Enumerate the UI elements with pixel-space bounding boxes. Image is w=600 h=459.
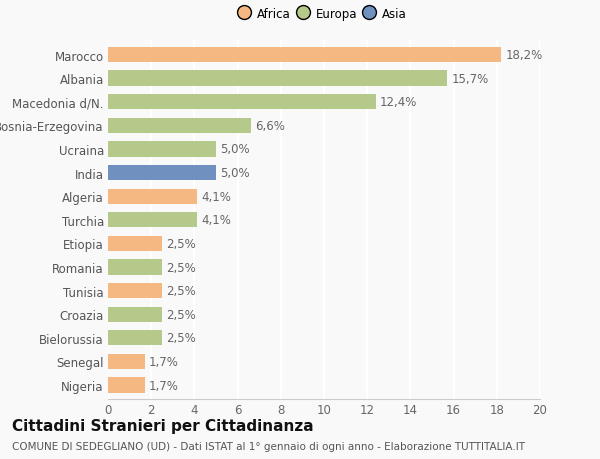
Bar — [108, 166, 216, 181]
Text: Cittadini Stranieri per Cittadinanza: Cittadini Stranieri per Cittadinanza — [12, 418, 314, 433]
Bar — [108, 213, 197, 228]
Bar — [108, 189, 197, 204]
Text: COMUNE DI SEDEGLIANO (UD) - Dati ISTAT al 1° gennaio di ogni anno - Elaborazione: COMUNE DI SEDEGLIANO (UD) - Dati ISTAT a… — [12, 441, 525, 451]
Text: 2,5%: 2,5% — [166, 237, 196, 250]
Text: 18,2%: 18,2% — [505, 49, 542, 62]
Text: 2,5%: 2,5% — [166, 261, 196, 274]
Bar — [108, 236, 162, 252]
Legend: Africa, Europa, Asia: Africa, Europa, Asia — [238, 4, 410, 24]
Bar — [108, 95, 376, 110]
Text: 2,5%: 2,5% — [166, 331, 196, 345]
Bar — [108, 330, 162, 346]
Bar — [108, 307, 162, 322]
Bar — [108, 142, 216, 157]
Text: 5,0%: 5,0% — [220, 167, 250, 179]
Text: 5,0%: 5,0% — [220, 143, 250, 156]
Text: 12,4%: 12,4% — [380, 96, 418, 109]
Text: 4,1%: 4,1% — [201, 190, 231, 203]
Bar — [108, 260, 162, 275]
Bar — [108, 118, 251, 134]
Text: 2,5%: 2,5% — [166, 285, 196, 297]
Text: 1,7%: 1,7% — [149, 355, 179, 368]
Text: 2,5%: 2,5% — [166, 308, 196, 321]
Bar — [108, 283, 162, 299]
Bar — [108, 378, 145, 393]
Bar — [108, 48, 501, 63]
Bar — [108, 354, 145, 369]
Text: 4,1%: 4,1% — [201, 214, 231, 227]
Text: 15,7%: 15,7% — [451, 73, 488, 85]
Text: 6,6%: 6,6% — [255, 120, 285, 133]
Text: 1,7%: 1,7% — [149, 379, 179, 392]
Bar — [108, 71, 447, 87]
